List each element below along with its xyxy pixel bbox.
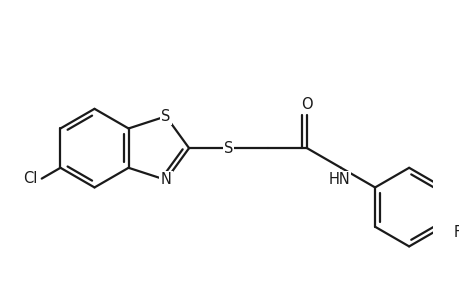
- Text: N: N: [160, 172, 171, 188]
- Text: S: S: [161, 109, 170, 124]
- Text: F: F: [453, 225, 459, 240]
- Text: S: S: [223, 141, 233, 156]
- Text: Cl: Cl: [22, 171, 37, 186]
- Text: HN: HN: [328, 172, 349, 188]
- Text: O: O: [301, 97, 312, 112]
